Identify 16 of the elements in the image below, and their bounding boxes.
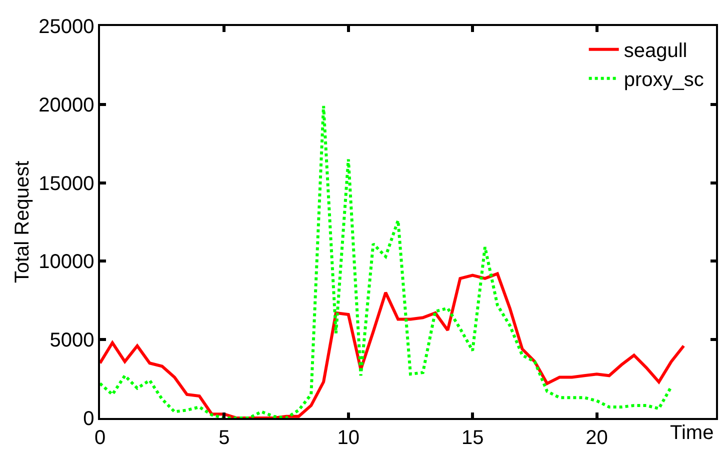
- y-axis-title: Total Request: [12, 160, 34, 284]
- line-series: [100, 104, 673, 418]
- legend-label: seagull: [624, 40, 688, 62]
- line-series: [100, 272, 686, 418]
- y-tick-label: 0: [83, 408, 94, 430]
- x-tick-label: 10: [337, 426, 360, 449]
- x-tick-label: 15: [461, 426, 484, 449]
- y-tick-label: 20000: [38, 94, 94, 116]
- legend-label: proxy_sc: [624, 69, 704, 92]
- x-axis-title: Time: [670, 422, 714, 444]
- y-tick-label: 15000: [38, 172, 94, 195]
- y-tick-label: 5000: [50, 330, 94, 352]
- y-tick-label: 25000: [38, 16, 94, 38]
- y-tick-label: 10000: [38, 251, 94, 274]
- x-tick-label: 20: [586, 426, 608, 449]
- x-tick-label: 5: [218, 426, 230, 449]
